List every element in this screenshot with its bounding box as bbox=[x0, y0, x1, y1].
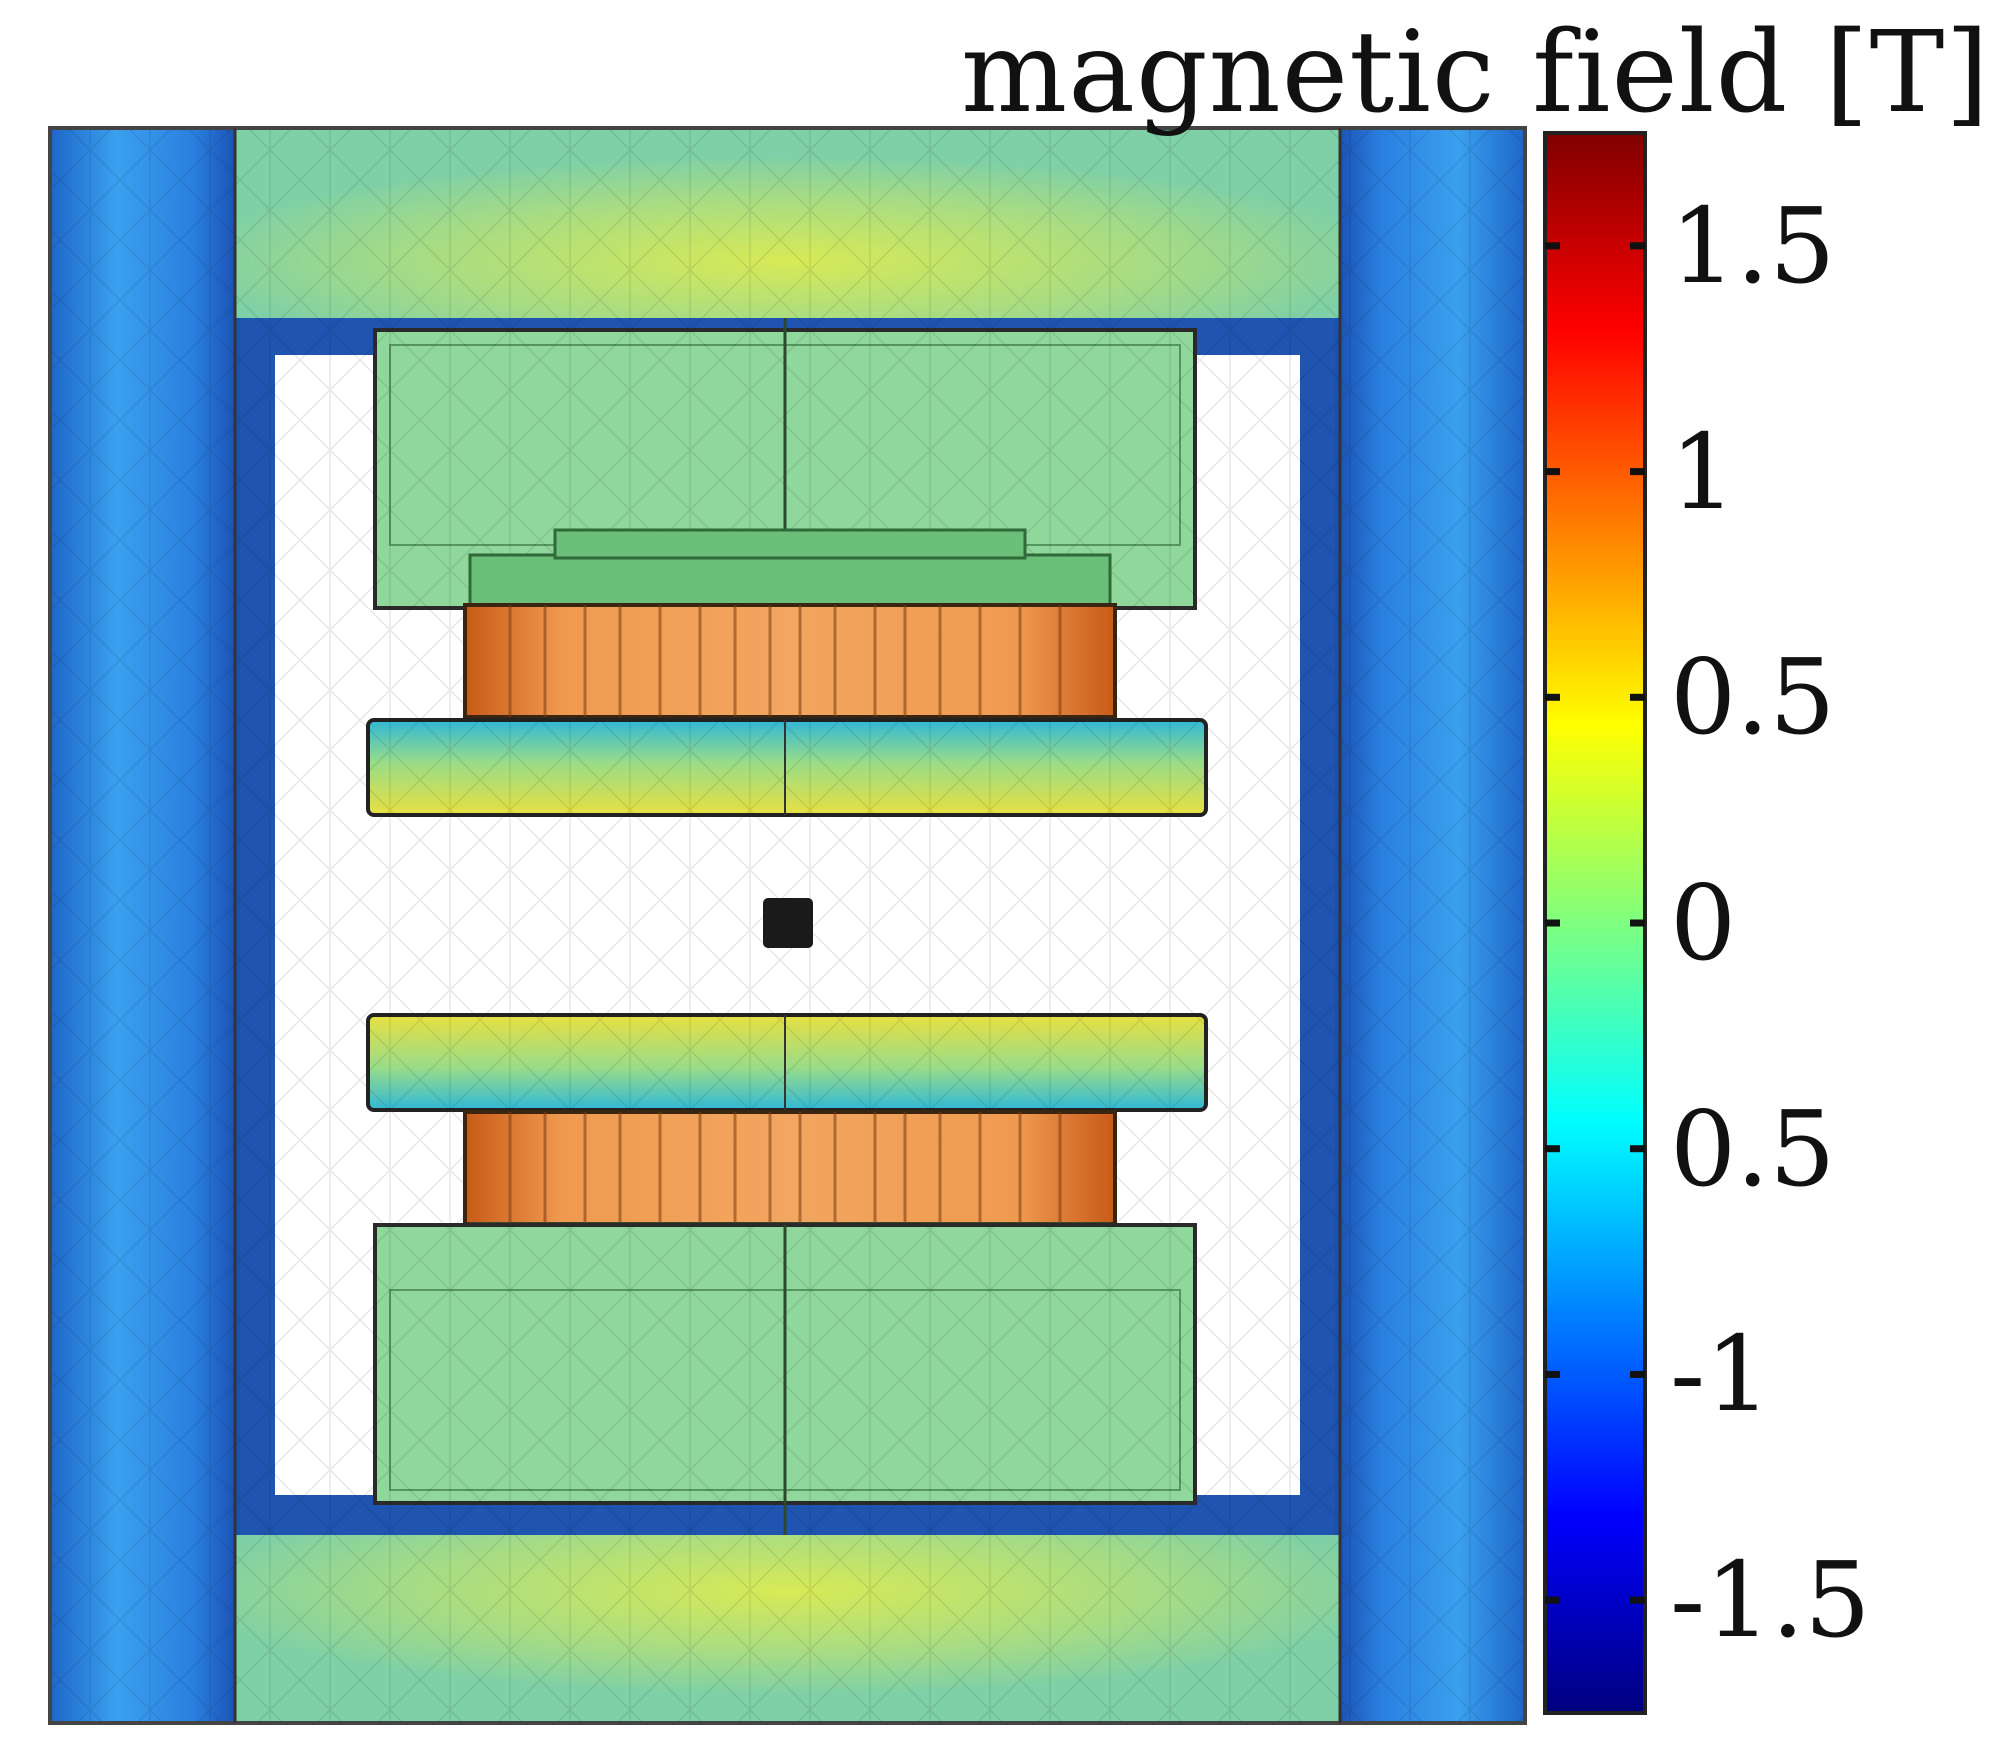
upper-coil-clamp bbox=[468, 528, 1112, 607]
colorbar-tick-label: 0.5 bbox=[1670, 636, 1836, 759]
colorbar-title: magnetic field [T] bbox=[960, 8, 1990, 138]
colorbar-tick-label: -1 bbox=[1670, 1313, 1772, 1436]
colorbar-tick-label: 1 bbox=[1670, 410, 1737, 533]
lower-yoke bbox=[373, 1223, 1197, 1535]
colorbar-gradient bbox=[1543, 131, 1647, 1715]
colorbar-tick-label: 0.5 bbox=[1670, 1087, 1836, 1210]
colorbar bbox=[1543, 131, 1647, 1715]
colorbar-tick-label: 1.5 bbox=[1670, 184, 1836, 307]
upper-coil bbox=[463, 603, 1117, 719]
sample-marker bbox=[763, 898, 813, 948]
colorbar-tick-label: 0 bbox=[1670, 862, 1737, 984]
lower-pole-piece bbox=[366, 1013, 1208, 1112]
lower-coil bbox=[463, 1110, 1117, 1226]
colorbar-ticks bbox=[1545, 242, 1645, 1604]
upper-pole-piece bbox=[366, 718, 1208, 817]
colorbar-tick-label: -1.5 bbox=[1670, 1539, 1871, 1662]
